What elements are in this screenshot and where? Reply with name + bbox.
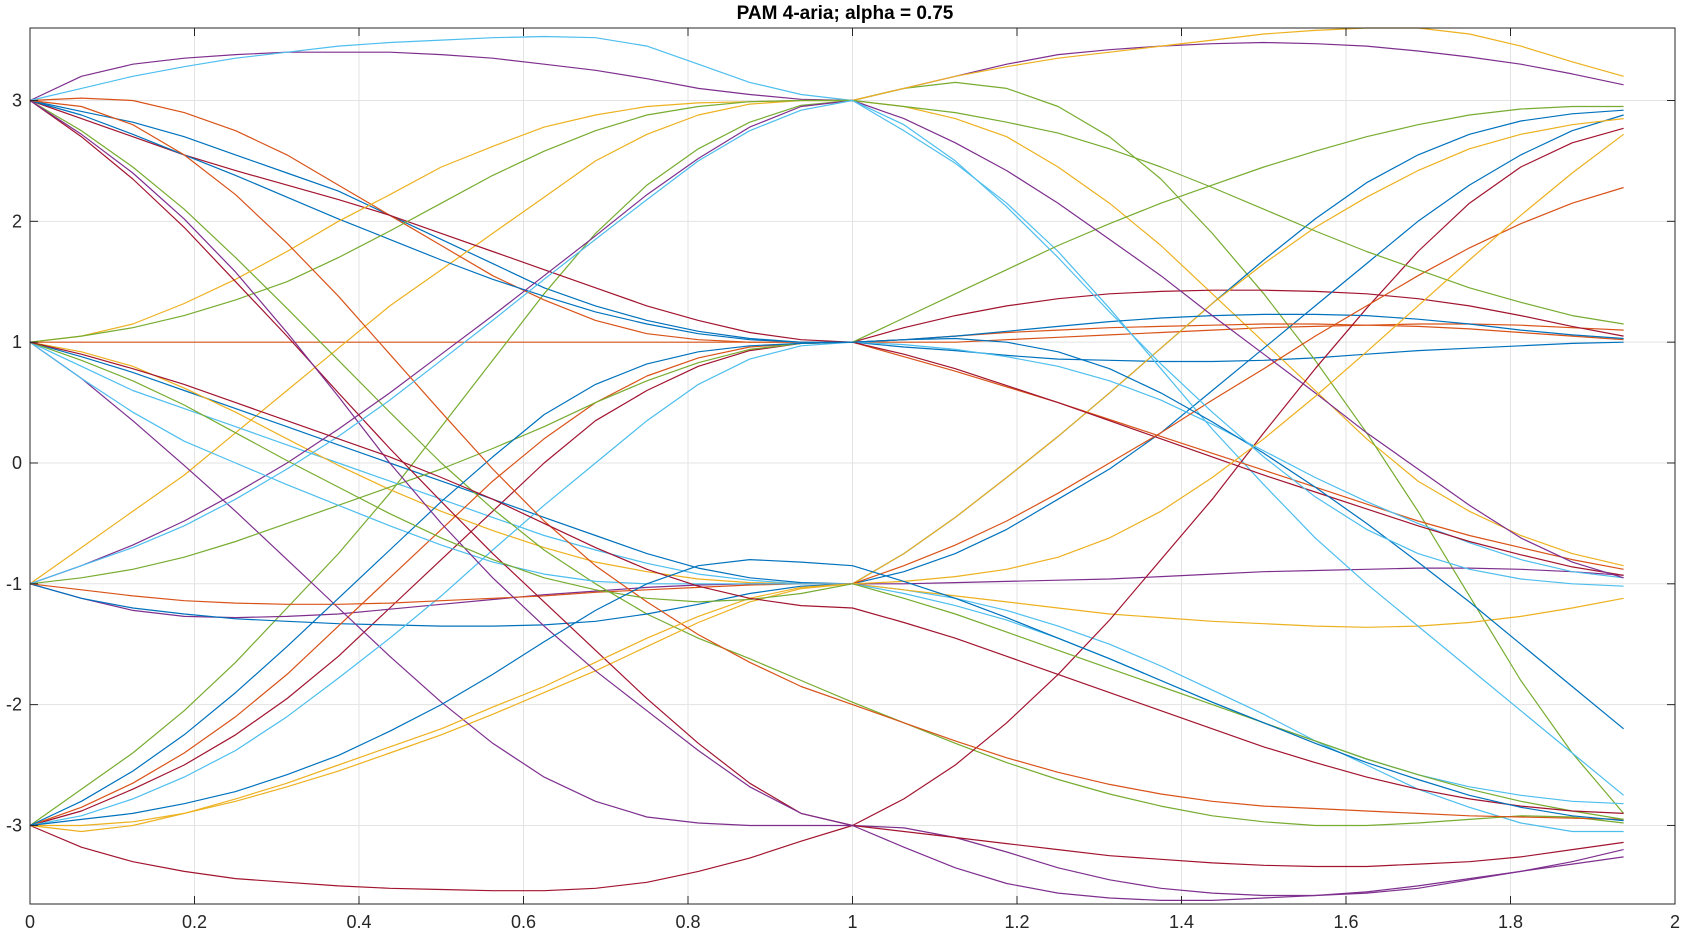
y-tick-label: -3 xyxy=(6,815,22,835)
x-tick-label: 2 xyxy=(1670,912,1680,932)
x-axis-ticks: 0 0.2 0.4 0.6 0.8 1 1.2 1.4 1.6 1.8 2 xyxy=(25,28,1680,932)
x-tick-label: 0.6 xyxy=(511,912,536,932)
x-tick-label: 0.2 xyxy=(182,912,207,932)
y-tick-label: -2 xyxy=(6,695,22,715)
x-tick-label: 1.6 xyxy=(1333,912,1358,932)
series-line-21 xyxy=(29,99,1624,576)
series-line-33 xyxy=(29,341,1624,820)
series-line-32 xyxy=(29,99,1624,902)
series-line-34 xyxy=(29,99,1624,587)
x-tick-label: 1.8 xyxy=(1498,912,1523,932)
y-tick-label: 0 xyxy=(12,453,22,473)
chart-title: PAM 4-aria; alpha = 0.75 xyxy=(737,3,954,24)
series-line-25 xyxy=(29,99,1624,585)
y-tick-label: 2 xyxy=(12,211,22,231)
y-tick-label: -1 xyxy=(6,574,22,594)
series-line-13 xyxy=(29,35,1624,796)
y-tick-label: 3 xyxy=(12,90,22,110)
x-tick-label: 1.4 xyxy=(1169,912,1194,932)
x-tick-label: 1.2 xyxy=(1004,912,1029,932)
x-tick-label: 0 xyxy=(25,912,35,932)
x-tick-label: 1 xyxy=(847,912,857,932)
series-lines xyxy=(29,27,1625,902)
series-line-20 xyxy=(29,341,1624,827)
series-line-36 xyxy=(29,558,1624,827)
series-line-26 xyxy=(29,99,1624,343)
series-line-30 xyxy=(29,99,1624,820)
x-tick-label: 0.4 xyxy=(346,912,371,932)
series-line-14 xyxy=(29,127,1624,892)
series-line-12 xyxy=(29,99,1624,827)
x-tick-label: 0.8 xyxy=(675,912,700,932)
y-axis-ticks: -3 -2 -1 0 1 2 3 xyxy=(6,90,1675,835)
series-line-18 xyxy=(29,341,1624,897)
series-line-29 xyxy=(29,337,1624,827)
series-line-35 xyxy=(29,341,1624,814)
series-line-8 xyxy=(29,114,1624,585)
series-line-31 xyxy=(29,133,1624,833)
y-tick-label: 1 xyxy=(12,332,22,352)
